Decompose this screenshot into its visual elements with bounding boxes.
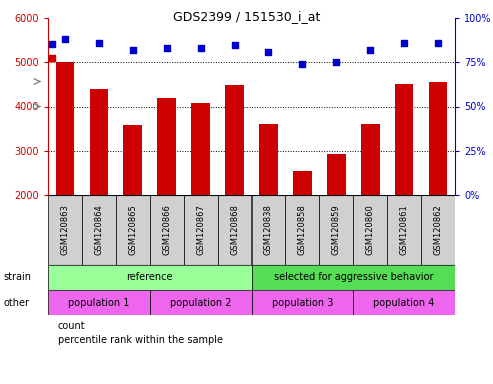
Point	[434, 40, 442, 46]
Text: GSM120860: GSM120860	[366, 205, 375, 255]
Text: population 4: population 4	[373, 298, 435, 308]
Text: strain: strain	[3, 273, 31, 283]
Text: population 3: population 3	[272, 298, 333, 308]
Point	[48, 55, 56, 61]
Bar	[82, 195, 116, 265]
Text: population 2: population 2	[170, 298, 231, 308]
Bar	[184, 195, 217, 265]
Point	[197, 45, 205, 51]
Text: GSM120864: GSM120864	[94, 205, 104, 255]
Bar	[150, 290, 251, 315]
Bar	[293, 171, 312, 283]
Text: GSM120838: GSM120838	[264, 205, 273, 255]
Bar	[395, 84, 414, 283]
Text: GSM120867: GSM120867	[196, 205, 205, 255]
Bar	[251, 290, 353, 315]
Bar	[48, 195, 82, 265]
Bar	[56, 62, 74, 283]
Point	[366, 47, 374, 53]
Text: GSM120863: GSM120863	[61, 205, 70, 255]
Point	[163, 45, 171, 51]
Text: GSM120868: GSM120868	[230, 205, 239, 255]
Bar	[150, 195, 184, 265]
Bar	[429, 82, 447, 283]
Text: population 1: population 1	[68, 298, 130, 308]
Bar	[387, 195, 421, 265]
Text: GDS2399 / 151530_i_at: GDS2399 / 151530_i_at	[173, 10, 320, 23]
Bar	[319, 195, 353, 265]
Bar	[285, 195, 319, 265]
Bar	[116, 195, 150, 265]
Bar	[48, 265, 251, 290]
Bar	[353, 195, 387, 265]
Text: selected for aggressive behavior: selected for aggressive behavior	[274, 273, 433, 283]
Bar	[421, 195, 455, 265]
Bar	[251, 265, 455, 290]
Point	[48, 41, 56, 47]
Bar	[225, 85, 244, 283]
Bar	[259, 124, 278, 283]
Bar	[157, 98, 176, 283]
Point	[400, 40, 408, 46]
Text: GSM120858: GSM120858	[298, 205, 307, 255]
Bar	[123, 125, 142, 283]
Point	[61, 36, 69, 42]
Point	[265, 48, 273, 55]
Text: reference: reference	[127, 273, 173, 283]
Bar	[353, 290, 455, 315]
Text: GSM120861: GSM120861	[400, 205, 409, 255]
Text: other: other	[3, 298, 29, 308]
Text: GSM120866: GSM120866	[162, 205, 171, 255]
Point	[129, 47, 137, 53]
Bar	[361, 124, 380, 283]
Point	[298, 61, 306, 67]
Point	[332, 59, 340, 65]
Bar	[90, 89, 108, 283]
Bar	[48, 290, 150, 315]
Text: count: count	[58, 321, 86, 331]
Point	[231, 41, 239, 48]
Point	[95, 40, 103, 46]
Text: percentile rank within the sample: percentile rank within the sample	[58, 335, 223, 345]
Text: GSM120862: GSM120862	[433, 205, 443, 255]
Bar	[191, 103, 210, 283]
Bar	[327, 154, 346, 283]
Text: GSM120865: GSM120865	[128, 205, 137, 255]
Text: GSM120859: GSM120859	[332, 205, 341, 255]
Bar	[217, 195, 251, 265]
Bar	[251, 195, 285, 265]
